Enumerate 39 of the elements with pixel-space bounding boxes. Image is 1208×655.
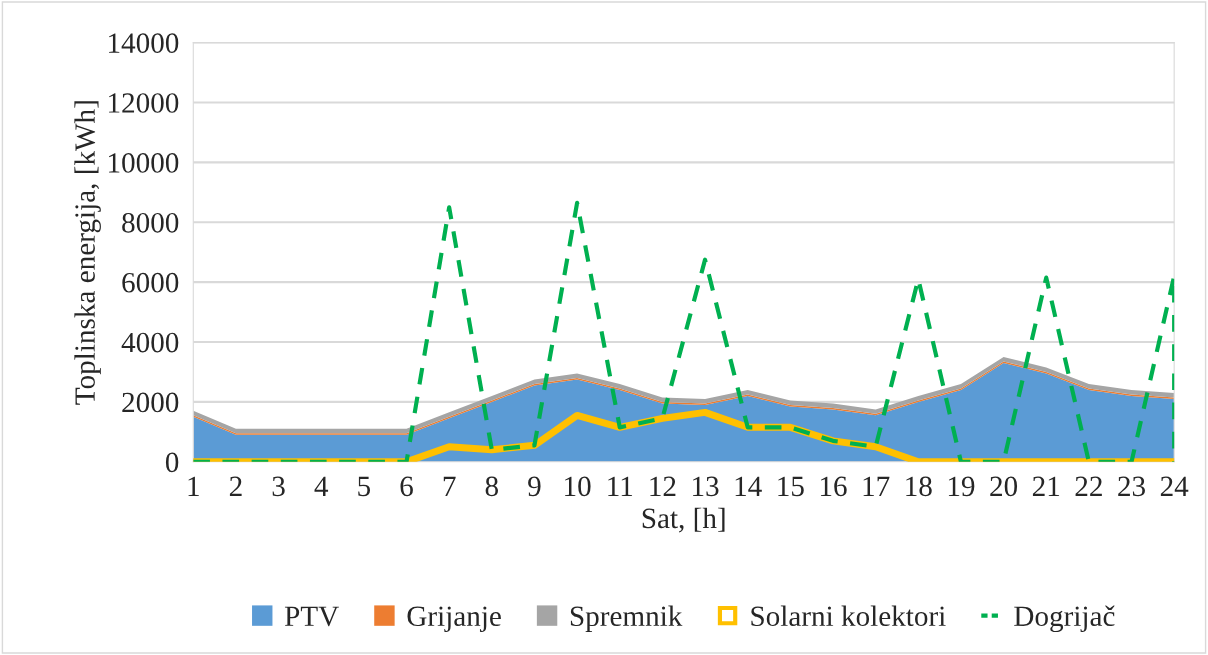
legend-label: Dogrijač	[1014, 605, 1115, 633]
x-tick-label: 23	[1118, 476, 1145, 497]
legend-label: Grijanje	[407, 606, 501, 633]
y-tick-label: 8000	[122, 212, 179, 233]
legend-label: Spremnik	[570, 605, 683, 633]
legend-label: Solarni kolektori	[751, 605, 946, 627]
x-tick-label: 9	[528, 476, 541, 497]
x-tick-label: 6	[400, 476, 413, 497]
x-tick-label: 15	[778, 476, 804, 497]
x-tick-label: 13	[693, 476, 719, 497]
y-tick-label: 14000	[109, 33, 179, 53]
x-tick-label: 3	[272, 476, 285, 497]
x-tick-label: 12	[650, 476, 676, 496]
x-axis-title: Sat, [h]	[642, 507, 725, 533]
x-tick-label: 11	[608, 476, 633, 496]
y-tick-label: 6000	[122, 272, 179, 293]
y-axis-title: Toplinska energija, [kWh]	[74, 101, 101, 405]
x-tick-label: 1	[188, 476, 199, 496]
y-tick-label: 10000	[109, 153, 179, 173]
x-tick-label: 16	[820, 476, 847, 497]
x-tick-label: 5	[358, 476, 371, 497]
x-tick-label: 14	[735, 476, 762, 496]
y-tick-label: 12000	[109, 93, 179, 113]
x-tick-label: 18	[906, 476, 932, 497]
y-tick-label: 4000	[121, 332, 179, 353]
x-tick-label: 4	[314, 476, 329, 496]
x-tick-label: 8	[485, 476, 498, 497]
x-tick-label: 21	[1032, 476, 1060, 496]
x-tick-label: 22	[1075, 476, 1102, 496]
x-tick-label: 20	[990, 476, 1018, 497]
legend-label: PTV	[284, 606, 339, 627]
x-tick-label: 7	[443, 476, 456, 496]
x-tick-label: 2	[229, 476, 242, 496]
x-tick-label: 17	[863, 476, 890, 496]
y-tick-label: 0	[165, 452, 179, 473]
x-tick-label: 10	[565, 476, 591, 497]
x-tick-label: 19	[948, 476, 975, 497]
y-tick-label: 2000	[122, 392, 179, 413]
x-tick-label: 24	[1160, 476, 1189, 496]
